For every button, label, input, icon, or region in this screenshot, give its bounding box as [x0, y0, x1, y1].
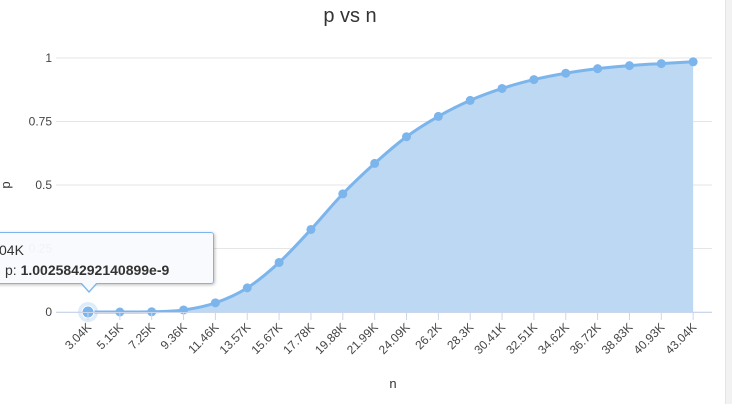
x-tick-label: 43.04K [662, 320, 699, 357]
x-tick-label: 34.62K [535, 320, 572, 357]
data-point [561, 68, 571, 78]
x-axis: 3.04K 5.15K 7.25K 9.36K11.46K13.57K15.67K17… [56, 312, 712, 357]
data-point [370, 158, 380, 168]
x-tick-label: 26.2K [412, 320, 444, 352]
data-point [497, 83, 507, 93]
x-tick-label: 9.36K [158, 320, 190, 352]
x-tick-label: 36.72K [567, 320, 604, 357]
x-tick-label: 38.83K [599, 320, 636, 357]
x-tick-label: 24.09K [376, 320, 413, 357]
x-tick-label: 19.88K [312, 320, 349, 357]
y-axis-title: p [0, 181, 13, 188]
data-point [147, 307, 157, 317]
x-axis-title: n [389, 376, 396, 391]
tooltip-caret-fill [81, 282, 97, 291]
x-tick-label: 15.67K [248, 320, 285, 357]
x-tick-label: 21.99K [344, 320, 381, 357]
x-tick-label: 3.04K [62, 320, 94, 352]
data-point [242, 283, 252, 293]
data-point [656, 59, 666, 69]
x-tick-label: 5.15K [94, 320, 126, 352]
x-tick-label: 40.93K [631, 320, 668, 357]
x-tick-label: 11.46K [185, 320, 221, 356]
chart-title: p vs n [323, 5, 376, 27]
data-point [624, 61, 634, 71]
data-point [433, 111, 443, 121]
x-tick-label: 17.78K [280, 320, 317, 357]
y-tick-label: 0.75 [29, 115, 53, 129]
tooltip-series-label: p: [5, 262, 17, 278]
series-area [88, 61, 694, 313]
scrollbar-track[interactable] [725, 0, 732, 404]
x-tick-label: 30.41K [471, 320, 508, 357]
data-point [593, 64, 603, 74]
tooltip-x-label: 04K [0, 242, 24, 258]
data-point [115, 307, 125, 317]
x-tick-label: 7.25K [126, 320, 158, 352]
y-tick-label: 0.5 [35, 178, 52, 192]
y-tick-label: 1 [45, 51, 52, 65]
x-tick-label: 32.51K [503, 320, 540, 357]
y-tick-label: 0 [45, 305, 52, 319]
tooltip-value: 1.002584292140899e-9 [20, 262, 170, 278]
data-point [529, 75, 539, 85]
tooltip: 04K p: 1.002584292140899e-9 [0, 232, 214, 293]
tooltip-row: p: 1.002584292140899e-9 [5, 262, 169, 278]
data-point [306, 224, 316, 234]
data-point [688, 57, 698, 67]
x-tick-label: 13.57K [217, 320, 254, 357]
data-point [402, 132, 411, 142]
data-point [210, 298, 220, 308]
data-point [274, 257, 284, 267]
data-point [338, 189, 348, 199]
data-point [465, 95, 475, 105]
